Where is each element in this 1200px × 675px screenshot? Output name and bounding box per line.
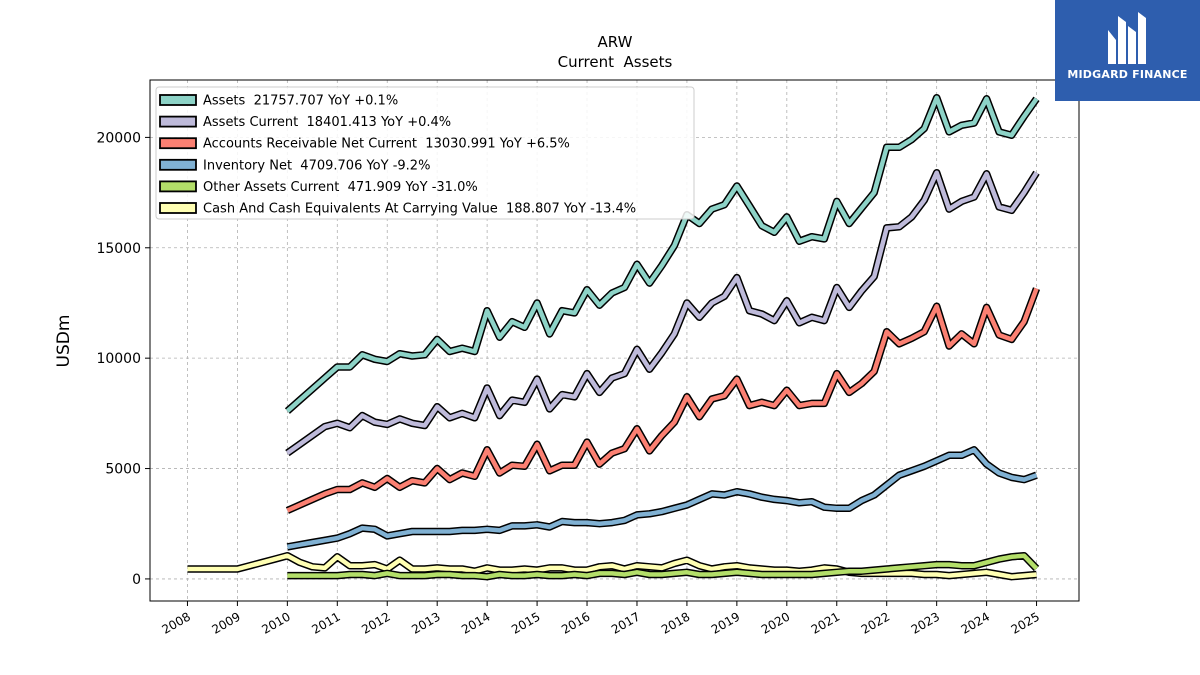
y-axis-label: USDm [54,315,74,368]
y-tick-label: 5000 [105,462,141,478]
series-stroke [286,170,1039,455]
series-stroke [287,553,1039,579]
legend-label: Accounts Receivable Net Current 13030.99… [203,137,570,152]
y-tick-label: 15000 [96,241,141,257]
x-tick-label: 2010 [259,609,292,636]
legend-label: Assets 21757.707 YoY +0.1% [203,94,398,109]
x-tick-label: 2022 [859,609,892,636]
x-tick-label: 2011 [309,609,342,636]
x-tick-label: 2019 [709,609,742,636]
x-tick-label: 2009 [209,609,242,636]
legend-label: Assets Current 18401.413 YoY +0.4% [203,115,451,130]
y-tick-label: 20000 [96,130,141,146]
x-tick-label: 2021 [809,609,842,636]
series-stroke [187,553,1037,579]
series-lines [187,93,1041,581]
brand-name: MIDGARD FINANCE [1067,68,1188,81]
series-stroke [285,95,1039,413]
series-stroke [287,447,1038,550]
legend-swatch [159,202,197,214]
x-tick-label: 2018 [659,609,692,636]
series-line-1 [285,168,1040,457]
x-tick-label: 2015 [509,609,542,636]
x-tick-label: 2016 [559,609,592,636]
legend-label: Inventory Net 4709.706 YoY -9.2% [203,158,430,173]
legend: Assets 21757.707 YoY +0.1% Assets Current… [155,86,695,220]
chart-subtitle: Current Assets [558,53,673,71]
x-tick-label: 2020 [759,609,792,636]
legend-swatch [159,94,197,106]
plot-frame [149,79,1080,602]
legend-swatch [159,137,197,150]
y-tick-label: 10000 [96,351,141,367]
x-tick-label: 2012 [359,609,392,636]
x-tick-label: 2024 [959,609,992,636]
legend-box [155,86,695,220]
brand-logo: MIDGARD FINANCE [1055,0,1200,101]
series-line-4 [287,551,1040,581]
x-tick-label: 2017 [609,609,642,636]
x-tick-label: 2014 [459,609,492,636]
series-line-3 [286,446,1038,551]
y-tick-label: 0 [132,572,141,588]
legend-label: Other Assets Current 471.909 YoY -31.0% [203,180,478,195]
legend-swatch [159,115,197,128]
series-stroke [286,287,1039,513]
x-tick-label: 2008 [160,609,193,636]
x-tick-label: 2025 [1009,609,1042,636]
x-tick-label: 2023 [909,609,942,636]
x-tick-label: 2013 [409,609,442,636]
chart-title: ARW [598,33,633,51]
legend-swatch [159,158,197,171]
series-line-5 [187,551,1037,581]
series-line-0 [284,93,1040,414]
legend-label: Cash And Cash Equivalents At Carrying Va… [203,202,636,217]
legend-swatch [159,180,197,193]
series-outline [285,287,1041,514]
midgard-logo-icon [1108,12,1146,64]
series-line-2 [285,287,1041,514]
